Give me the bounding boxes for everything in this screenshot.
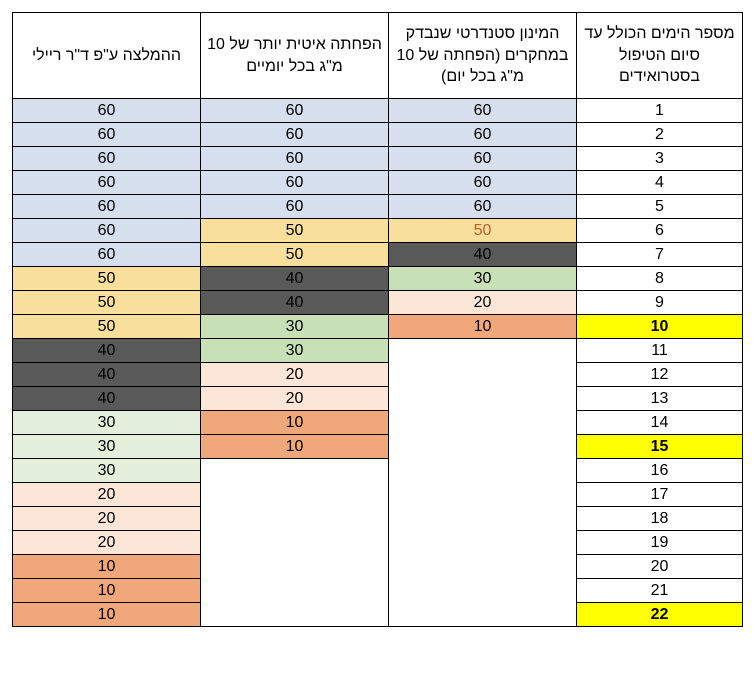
steroid-taper-table: ההמלצה ע"פ ד"ר ריילי הפחתה איטית יותר של… bbox=[12, 12, 743, 627]
table-cell: 16 bbox=[577, 459, 743, 483]
table-cell: 50 bbox=[13, 315, 201, 339]
table-cell: 1 bbox=[577, 99, 743, 123]
table-cell: 60 bbox=[389, 195, 577, 219]
table-cell: 15 bbox=[577, 435, 743, 459]
table-cell: 60 bbox=[13, 123, 201, 147]
table-cell: 7 bbox=[577, 243, 743, 267]
table-cell: 60 bbox=[13, 195, 201, 219]
table-cell bbox=[389, 603, 577, 627]
col-header-slow-taper: הפחתה איטית יותר של 10 מ"ג בכל יומיים bbox=[201, 13, 389, 99]
table-cell: 60 bbox=[201, 195, 389, 219]
table-cell bbox=[201, 459, 389, 483]
table-cell: 40 bbox=[13, 363, 201, 387]
table-cell bbox=[201, 507, 389, 531]
table-cell: 60 bbox=[201, 99, 389, 123]
table-cell: 2 bbox=[577, 123, 743, 147]
table-cell bbox=[389, 483, 577, 507]
col-header-standard: המינון סטנדרטי שנבדק במחקרים (הפחתה של 1… bbox=[389, 13, 577, 99]
table-cell: 30 bbox=[389, 267, 577, 291]
table-cell: 60 bbox=[389, 123, 577, 147]
table-cell: 17 bbox=[577, 483, 743, 507]
table-cell: 60 bbox=[201, 123, 389, 147]
table-cell bbox=[389, 531, 577, 555]
table-cell: 40 bbox=[201, 267, 389, 291]
table-cell bbox=[389, 411, 577, 435]
table-cell: 10 bbox=[389, 315, 577, 339]
table-cell: 60 bbox=[13, 243, 201, 267]
table-cell: 10 bbox=[13, 603, 201, 627]
col-header-days: מספר הימים הכולל עד סיום הטיפול בסטרואיד… bbox=[577, 13, 743, 99]
table-cell: 12 bbox=[577, 363, 743, 387]
table-cell: 20 bbox=[13, 483, 201, 507]
table-cell: 18 bbox=[577, 507, 743, 531]
table-cell: 50 bbox=[389, 219, 577, 243]
table-cell: 9 bbox=[577, 291, 743, 315]
table-cell: 60 bbox=[389, 147, 577, 171]
table-cell: 6 bbox=[577, 219, 743, 243]
table-cell: 30 bbox=[201, 339, 389, 363]
table-cell: 20 bbox=[389, 291, 577, 315]
table-cell: 3 bbox=[577, 147, 743, 171]
table-cell bbox=[389, 435, 577, 459]
table-cell: 60 bbox=[389, 99, 577, 123]
table-cell: 60 bbox=[13, 147, 201, 171]
table-body: 6060601606060260606036060604606060560505… bbox=[13, 99, 743, 627]
table-cell: 30 bbox=[13, 411, 201, 435]
table-cell: 5 bbox=[577, 195, 743, 219]
table-cell: 50 bbox=[13, 291, 201, 315]
table-cell: 11 bbox=[577, 339, 743, 363]
table-cell: 20 bbox=[201, 363, 389, 387]
table-cell: 30 bbox=[13, 459, 201, 483]
table-cell: 40 bbox=[13, 387, 201, 411]
table-cell bbox=[201, 555, 389, 579]
table-cell: 50 bbox=[201, 219, 389, 243]
table-cell: 10 bbox=[201, 411, 389, 435]
table-cell: 10 bbox=[577, 315, 743, 339]
table-cell bbox=[389, 387, 577, 411]
table-cell: 20 bbox=[13, 507, 201, 531]
table-cell: 14 bbox=[577, 411, 743, 435]
table-cell bbox=[389, 507, 577, 531]
table-cell: 40 bbox=[13, 339, 201, 363]
table-cell: 40 bbox=[201, 291, 389, 315]
table-cell: 20 bbox=[13, 531, 201, 555]
table-cell: 10 bbox=[13, 555, 201, 579]
table-cell: 50 bbox=[13, 267, 201, 291]
table-cell bbox=[389, 579, 577, 603]
table-cell: 20 bbox=[577, 555, 743, 579]
table-cell: 4 bbox=[577, 171, 743, 195]
table-cell: 20 bbox=[201, 387, 389, 411]
table-cell: 19 bbox=[577, 531, 743, 555]
table-cell: 10 bbox=[13, 579, 201, 603]
table-cell: 60 bbox=[13, 171, 201, 195]
table-cell: 10 bbox=[201, 435, 389, 459]
table-cell: 60 bbox=[389, 171, 577, 195]
table-cell bbox=[201, 531, 389, 555]
table-cell: 40 bbox=[389, 243, 577, 267]
table-cell bbox=[389, 555, 577, 579]
table-cell: 50 bbox=[201, 243, 389, 267]
table-cell: 21 bbox=[577, 579, 743, 603]
table-cell bbox=[201, 603, 389, 627]
table-cell: 8 bbox=[577, 267, 743, 291]
table-cell bbox=[201, 579, 389, 603]
table-cell bbox=[389, 363, 577, 387]
table-cell: 60 bbox=[13, 219, 201, 243]
table-cell: 30 bbox=[13, 435, 201, 459]
table-cell: 60 bbox=[201, 147, 389, 171]
table-cell bbox=[389, 339, 577, 363]
table-cell: 60 bbox=[13, 99, 201, 123]
table-cell: 22 bbox=[577, 603, 743, 627]
table-cell: 60 bbox=[201, 171, 389, 195]
table-cell: 30 bbox=[201, 315, 389, 339]
table-cell bbox=[201, 483, 389, 507]
col-header-reilly: ההמלצה ע"פ ד"ר ריילי bbox=[13, 13, 201, 99]
table-cell: 13 bbox=[577, 387, 743, 411]
table-cell bbox=[389, 459, 577, 483]
